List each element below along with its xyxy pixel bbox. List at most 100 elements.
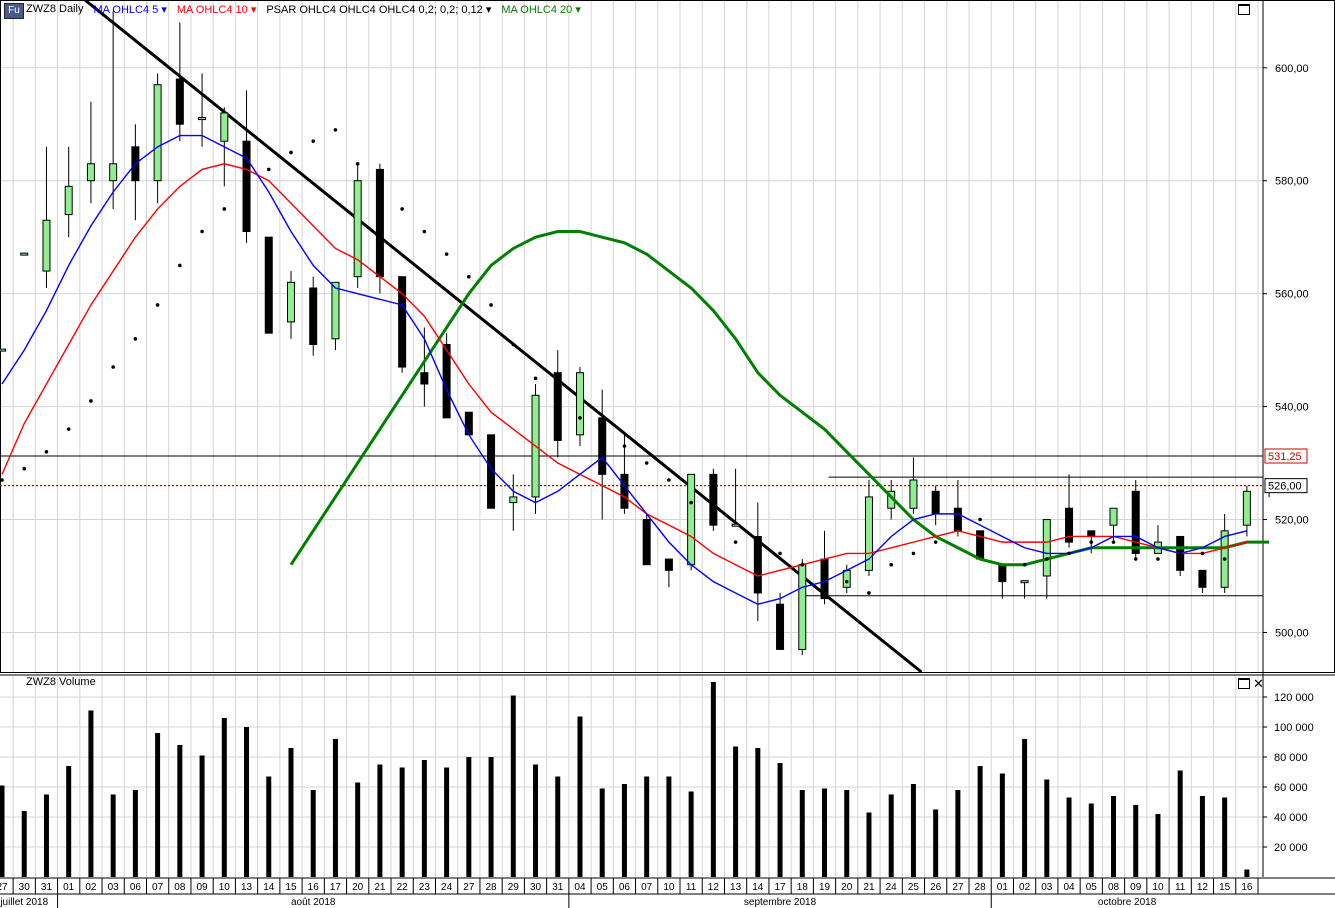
day-label: 04 (574, 882, 586, 893)
psar-dot (400, 207, 404, 211)
volume-bar (710, 682, 716, 877)
price-tick-label: 500,00 (1275, 627, 1309, 639)
day-label: 02 (85, 882, 97, 893)
candle-body (731, 523, 740, 527)
candle-body (1020, 580, 1029, 584)
price-tick-label: 520,00 (1275, 515, 1309, 527)
volume-bar (1044, 779, 1050, 877)
volume-bar (933, 809, 939, 877)
candle-body (331, 281, 340, 340)
volume-grid (0, 676, 1263, 877)
volume-bar (688, 791, 694, 877)
candle-body (1109, 507, 1118, 526)
volume-bar (644, 776, 650, 877)
psar-dot (155, 303, 160, 307)
candle-body (1198, 569, 1207, 588)
maximize-icon[interactable] (1238, 4, 1250, 15)
volume-bar (666, 776, 672, 877)
psar-dot (378, 184, 382, 189)
volume-tick-label: 40 000 (1274, 812, 1308, 824)
candle-body (709, 473, 718, 526)
candle-body (598, 417, 607, 475)
candle-body (264, 236, 273, 334)
month-label: juillet 2018 (0, 897, 49, 908)
volume-bar (355, 782, 361, 877)
volume-bar (66, 766, 72, 877)
psar-dot (644, 461, 649, 465)
volume-bar (999, 773, 1005, 877)
day-label: 19 (819, 882, 831, 893)
volume-bar (0, 785, 5, 877)
volume-bar (377, 764, 383, 877)
volume-bar (466, 757, 472, 877)
symbol-badge[interactable]: Fu (4, 3, 24, 19)
candle-body (198, 117, 207, 121)
day-label: 09 (1130, 882, 1142, 893)
volume-bar (599, 788, 605, 877)
psar-dot (1178, 551, 1182, 556)
price-tick-label: 580,00 (1275, 176, 1309, 188)
volume-bar (533, 764, 539, 877)
volume-bar (1222, 797, 1228, 877)
legend-ma20[interactable]: MA OHLC4 20 ▾ (501, 4, 581, 16)
day-label: 03 (108, 882, 120, 893)
candle-body (620, 473, 629, 509)
psar-dot (266, 167, 271, 172)
day-label: 01 (63, 882, 75, 893)
day-label: 27 (0, 882, 8, 893)
legend-ma5[interactable]: MA OHLC4 5 ▾ (93, 4, 167, 16)
legend-ma10[interactable]: MA OHLC4 10 ▾ (176, 4, 257, 16)
day-label: 12 (708, 882, 720, 893)
candle-body (1242, 490, 1251, 526)
price-marker-label: 526,00 (1268, 481, 1302, 493)
candle-body (664, 558, 673, 571)
candle-body (464, 411, 473, 436)
day-label: 29 (508, 882, 520, 893)
volume-bar (777, 763, 783, 877)
psar-dot (800, 562, 805, 567)
candle-body (0, 348, 6, 352)
candle-body (20, 252, 29, 256)
volume-bar (822, 788, 828, 877)
candle-body (575, 372, 584, 436)
psar-dot (467, 274, 471, 279)
candle-body (1042, 519, 1051, 577)
trend-line[interactable] (83, 0, 923, 674)
psar-dot (178, 263, 182, 268)
volume-close-icon[interactable]: ✕ (1253, 676, 1264, 691)
candle-body (931, 490, 940, 515)
psar-dot (511, 342, 516, 347)
volume-bar (1199, 796, 1205, 877)
month-label: octobre 2018 (1098, 897, 1157, 908)
volume-bar (266, 776, 272, 877)
day-label: 08 (174, 882, 186, 893)
candle-body (976, 530, 985, 560)
volume-bar (43, 794, 49, 877)
day-label: 17 (330, 882, 342, 893)
day-label: 13 (241, 882, 253, 893)
candle-body (953, 507, 962, 532)
volume-bar (1066, 797, 1072, 877)
psar-dot (355, 161, 360, 166)
volume-bar (755, 748, 761, 877)
volume-bar (977, 766, 983, 877)
psar-dot (889, 562, 893, 567)
day-label: 06 (619, 882, 631, 893)
volume-bar (1155, 814, 1161, 877)
day-label: 20 (352, 882, 364, 893)
psar-dot (756, 540, 760, 544)
month-label: septembre 2018 (744, 897, 817, 908)
volume-maximize-icon[interactable] (1238, 678, 1250, 689)
day-label: 31 (41, 882, 53, 893)
candle-body (1131, 490, 1140, 554)
day-label: 27 (952, 882, 964, 893)
psar-dot (844, 579, 849, 584)
day-label: 11 (686, 882, 697, 893)
price-tick-label: 600,00 (1275, 63, 1309, 75)
day-label: 03 (1041, 882, 1053, 893)
legend-title[interactable]: ZWZ8 Daily (26, 3, 84, 15)
legend-psar[interactable]: PSAR OHLC4 OHLC4 OHLC4 0,2; 0,2; 0,12 ▾ (266, 4, 492, 16)
psar-dot (200, 229, 204, 234)
candle-body (998, 564, 1007, 583)
